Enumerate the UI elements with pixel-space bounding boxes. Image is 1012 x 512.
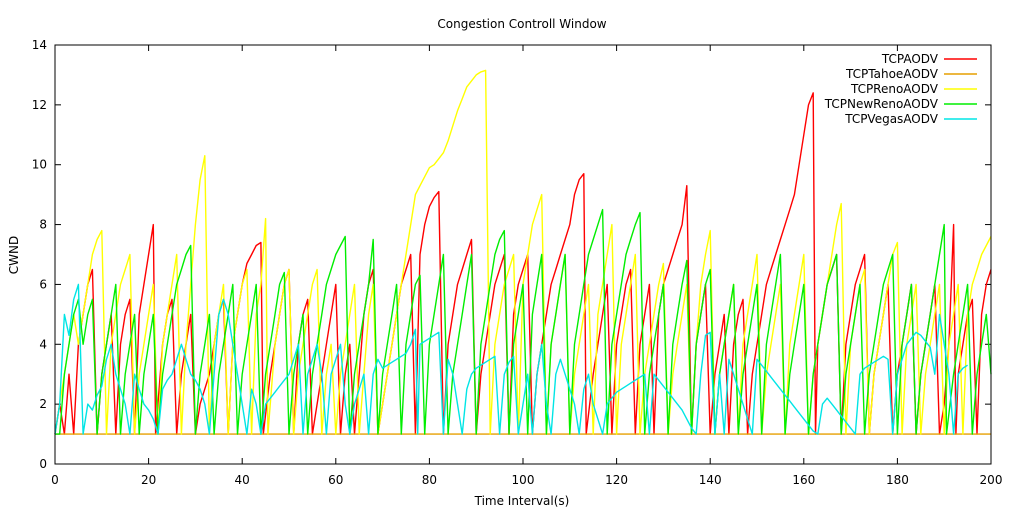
x-tick-label: 80 bbox=[422, 473, 437, 487]
x-tick-label: 160 bbox=[792, 473, 815, 487]
legend-label-tcptahoeaodv: TCPTahoeAODV bbox=[845, 67, 939, 81]
series-line-tcprenoaodv bbox=[54, 69, 992, 435]
x-axis-label: Time Interval(s) bbox=[474, 494, 570, 508]
series-layer bbox=[54, 69, 992, 435]
legend-label-tcpvegasaodv: TCPVegasAODV bbox=[844, 112, 939, 126]
series-line-tcpnewrenoaodv bbox=[55, 208, 992, 435]
y-tick-label: 8 bbox=[39, 218, 47, 232]
legend-label-tcpaodv: TCPAODV bbox=[881, 52, 939, 66]
legend-label-tcpnewrenoaodv: TCPNewRenoAODV bbox=[824, 97, 939, 111]
y-tick-label: 10 bbox=[32, 158, 47, 172]
y-tick-label: 2 bbox=[39, 397, 47, 411]
plot-frame bbox=[54, 44, 992, 465]
legend: TCPAODVTCPTahoeAODVTCPRenoAODVTCPNewReno… bbox=[824, 52, 977, 126]
x-tick-label: 140 bbox=[699, 473, 722, 487]
x-tick-label: 100 bbox=[512, 473, 535, 487]
x-tick-label: 200 bbox=[980, 473, 1003, 487]
series-line-tcpaodv bbox=[54, 92, 992, 435]
x-tick-label: 60 bbox=[328, 473, 343, 487]
y-tick-label: 12 bbox=[32, 98, 47, 112]
series-line-tcpvegasaodv bbox=[54, 283, 968, 435]
x-tick-label: 20 bbox=[141, 473, 156, 487]
y-axis-ticks: 0 2 4 6 8 10 12 14 bbox=[32, 38, 991, 471]
y-tick-label: 14 bbox=[32, 38, 47, 52]
x-tick-label: 120 bbox=[605, 473, 628, 487]
y-axis-label: CWND bbox=[7, 236, 21, 274]
y-tick-label: 0 bbox=[39, 457, 47, 471]
chart-title: Congestion Controll Window bbox=[437, 17, 606, 31]
legend-label-tcprenoaodv: TCPRenoAODV bbox=[850, 82, 939, 96]
x-tick-label: 40 bbox=[235, 473, 250, 487]
x-tick-label: 0 bbox=[51, 473, 59, 487]
x-axis-ticks: 0 20 40 60 80 100 120 140 160 180 200 bbox=[51, 45, 1002, 487]
x-tick-label: 180 bbox=[886, 473, 909, 487]
y-tick-label: 4 bbox=[39, 337, 47, 351]
y-tick-label: 6 bbox=[39, 277, 47, 291]
